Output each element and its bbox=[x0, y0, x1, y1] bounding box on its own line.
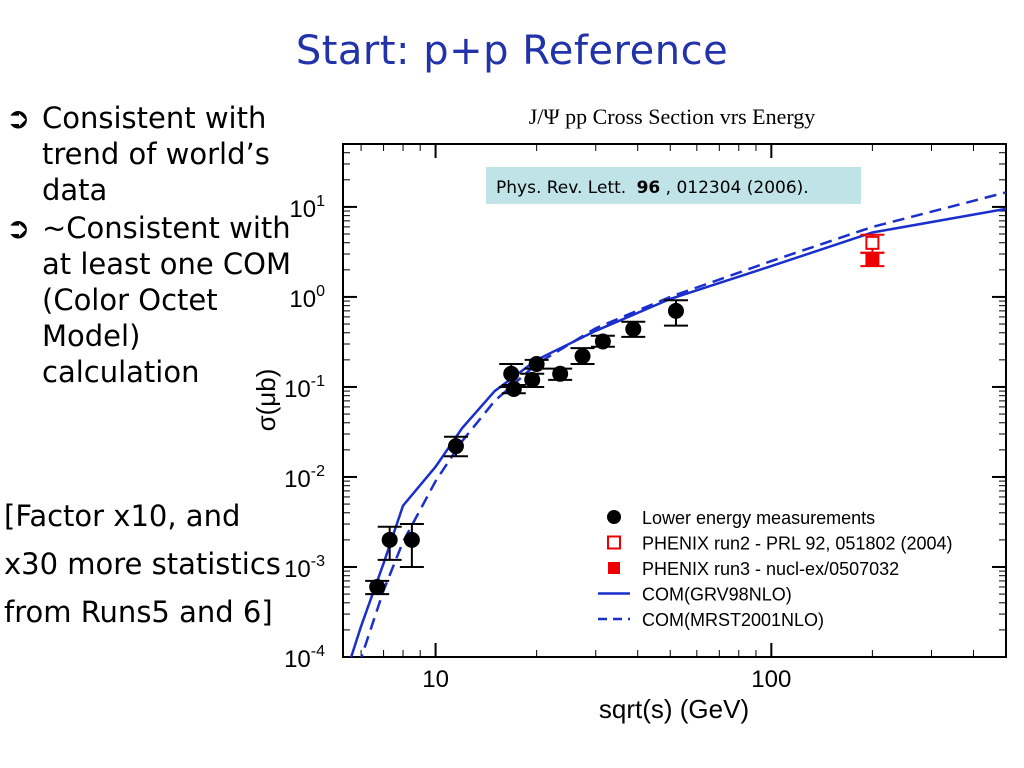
plot-frame bbox=[342, 143, 1007, 658]
reference-volume: 96 bbox=[637, 178, 661, 198]
data-points bbox=[365, 233, 885, 596]
legend-label: COM(GRV98NLO) bbox=[642, 585, 792, 605]
legend-label: PHENIX run3 - nucl-ex/0507032 bbox=[642, 559, 899, 579]
y-tick-label: 10-1 bbox=[284, 373, 325, 403]
data-point bbox=[524, 371, 541, 388]
legend-symbol-open-square bbox=[607, 535, 621, 550]
y-tick-label: 100 bbox=[289, 283, 325, 313]
y-tick-base: 10 bbox=[289, 286, 316, 313]
factor-note: [Factor x10, and x30 more statistics fro… bbox=[4, 499, 281, 629]
y-tick-label: 10-2 bbox=[284, 463, 325, 493]
reference-box: Phys. Rev. Lett. 96 , 012304 (2006). bbox=[486, 167, 861, 204]
bullet-item-1: ➲ Consistent with trend of world’s data bbox=[6, 100, 296, 208]
data-point bbox=[505, 380, 522, 397]
data-point bbox=[667, 302, 684, 319]
y-tick-label: 10-4 bbox=[284, 643, 325, 673]
data-point bbox=[625, 321, 642, 338]
data-point bbox=[528, 355, 545, 372]
y-tick-exponent: 1 bbox=[316, 193, 325, 210]
reference-journal: Phys. Rev. Lett. bbox=[496, 178, 626, 198]
x-tick-label: 10 bbox=[422, 666, 449, 693]
bullet-list: ➲ Consistent with trend of world’s data … bbox=[6, 100, 296, 392]
data-point bbox=[574, 348, 591, 365]
legend-label: Lower energy measurements bbox=[642, 508, 875, 528]
legend: Lower energy measurements PHENIX run2 - P… bbox=[598, 508, 953, 630]
y-tick-base: 10 bbox=[284, 646, 311, 673]
slide-title: Start: p+p Reference bbox=[295, 28, 729, 74]
data-point bbox=[594, 333, 611, 350]
y-tick-exponent: -3 bbox=[311, 553, 325, 570]
legend-label: COM(MRST2001NLO) bbox=[642, 610, 824, 630]
reference-rest: , 012304 (2006). bbox=[666, 178, 809, 198]
y-tick-label: 101 bbox=[289, 193, 325, 223]
y-tick-base: 10 bbox=[289, 196, 316, 223]
data-point bbox=[369, 578, 386, 595]
phenix-run2-point bbox=[865, 235, 880, 250]
y-tick-base: 10 bbox=[284, 556, 311, 583]
x-axis-label: sqrt(s) (GeV) bbox=[599, 694, 749, 724]
arrow-bullet-icon: ➲ bbox=[6, 211, 31, 245]
data-point bbox=[447, 438, 464, 455]
bullet-item-2: ➲ ~Consistent with at least one COM (Col… bbox=[6, 210, 296, 390]
y-tick-base: 10 bbox=[284, 376, 311, 403]
data-point bbox=[503, 365, 520, 382]
y-tick-exponent: -4 bbox=[311, 643, 325, 660]
y-tick-label: 10-3 bbox=[284, 553, 325, 583]
legend-symbol-filled-square bbox=[608, 562, 620, 574]
bullet-text-1: Consistent with trend of world’s data bbox=[42, 101, 270, 207]
arrow-bullet-icon: ➲ bbox=[6, 101, 31, 135]
reference-box-bg bbox=[486, 167, 861, 204]
y-tick-exponent: 0 bbox=[316, 283, 325, 300]
com-grv-curve bbox=[349, 207, 1006, 657]
chart-title: J/Ψ pp Cross Section vrs Energy bbox=[529, 104, 816, 129]
reference-text: Phys. Rev. Lett. 96 , 012304 (2006). bbox=[496, 178, 809, 198]
y-tick-exponent: -2 bbox=[311, 463, 325, 480]
legend-symbol-circle bbox=[607, 510, 621, 524]
y-tick-exponent: -1 bbox=[311, 373, 325, 390]
y-axis-label: σ(μb) bbox=[251, 369, 281, 432]
data-point bbox=[381, 531, 398, 548]
data-point bbox=[403, 531, 420, 548]
phenix-run3-point bbox=[865, 252, 880, 267]
x-tick-label: 100 bbox=[751, 666, 791, 693]
y-tick-base: 10 bbox=[284, 466, 311, 493]
bullet-text-2: ~Consistent with at least one COM (Color… bbox=[42, 211, 292, 389]
data-point bbox=[552, 365, 569, 382]
legend-label: PHENIX run2 - PRL 92, 051802 (2004) bbox=[642, 534, 953, 554]
